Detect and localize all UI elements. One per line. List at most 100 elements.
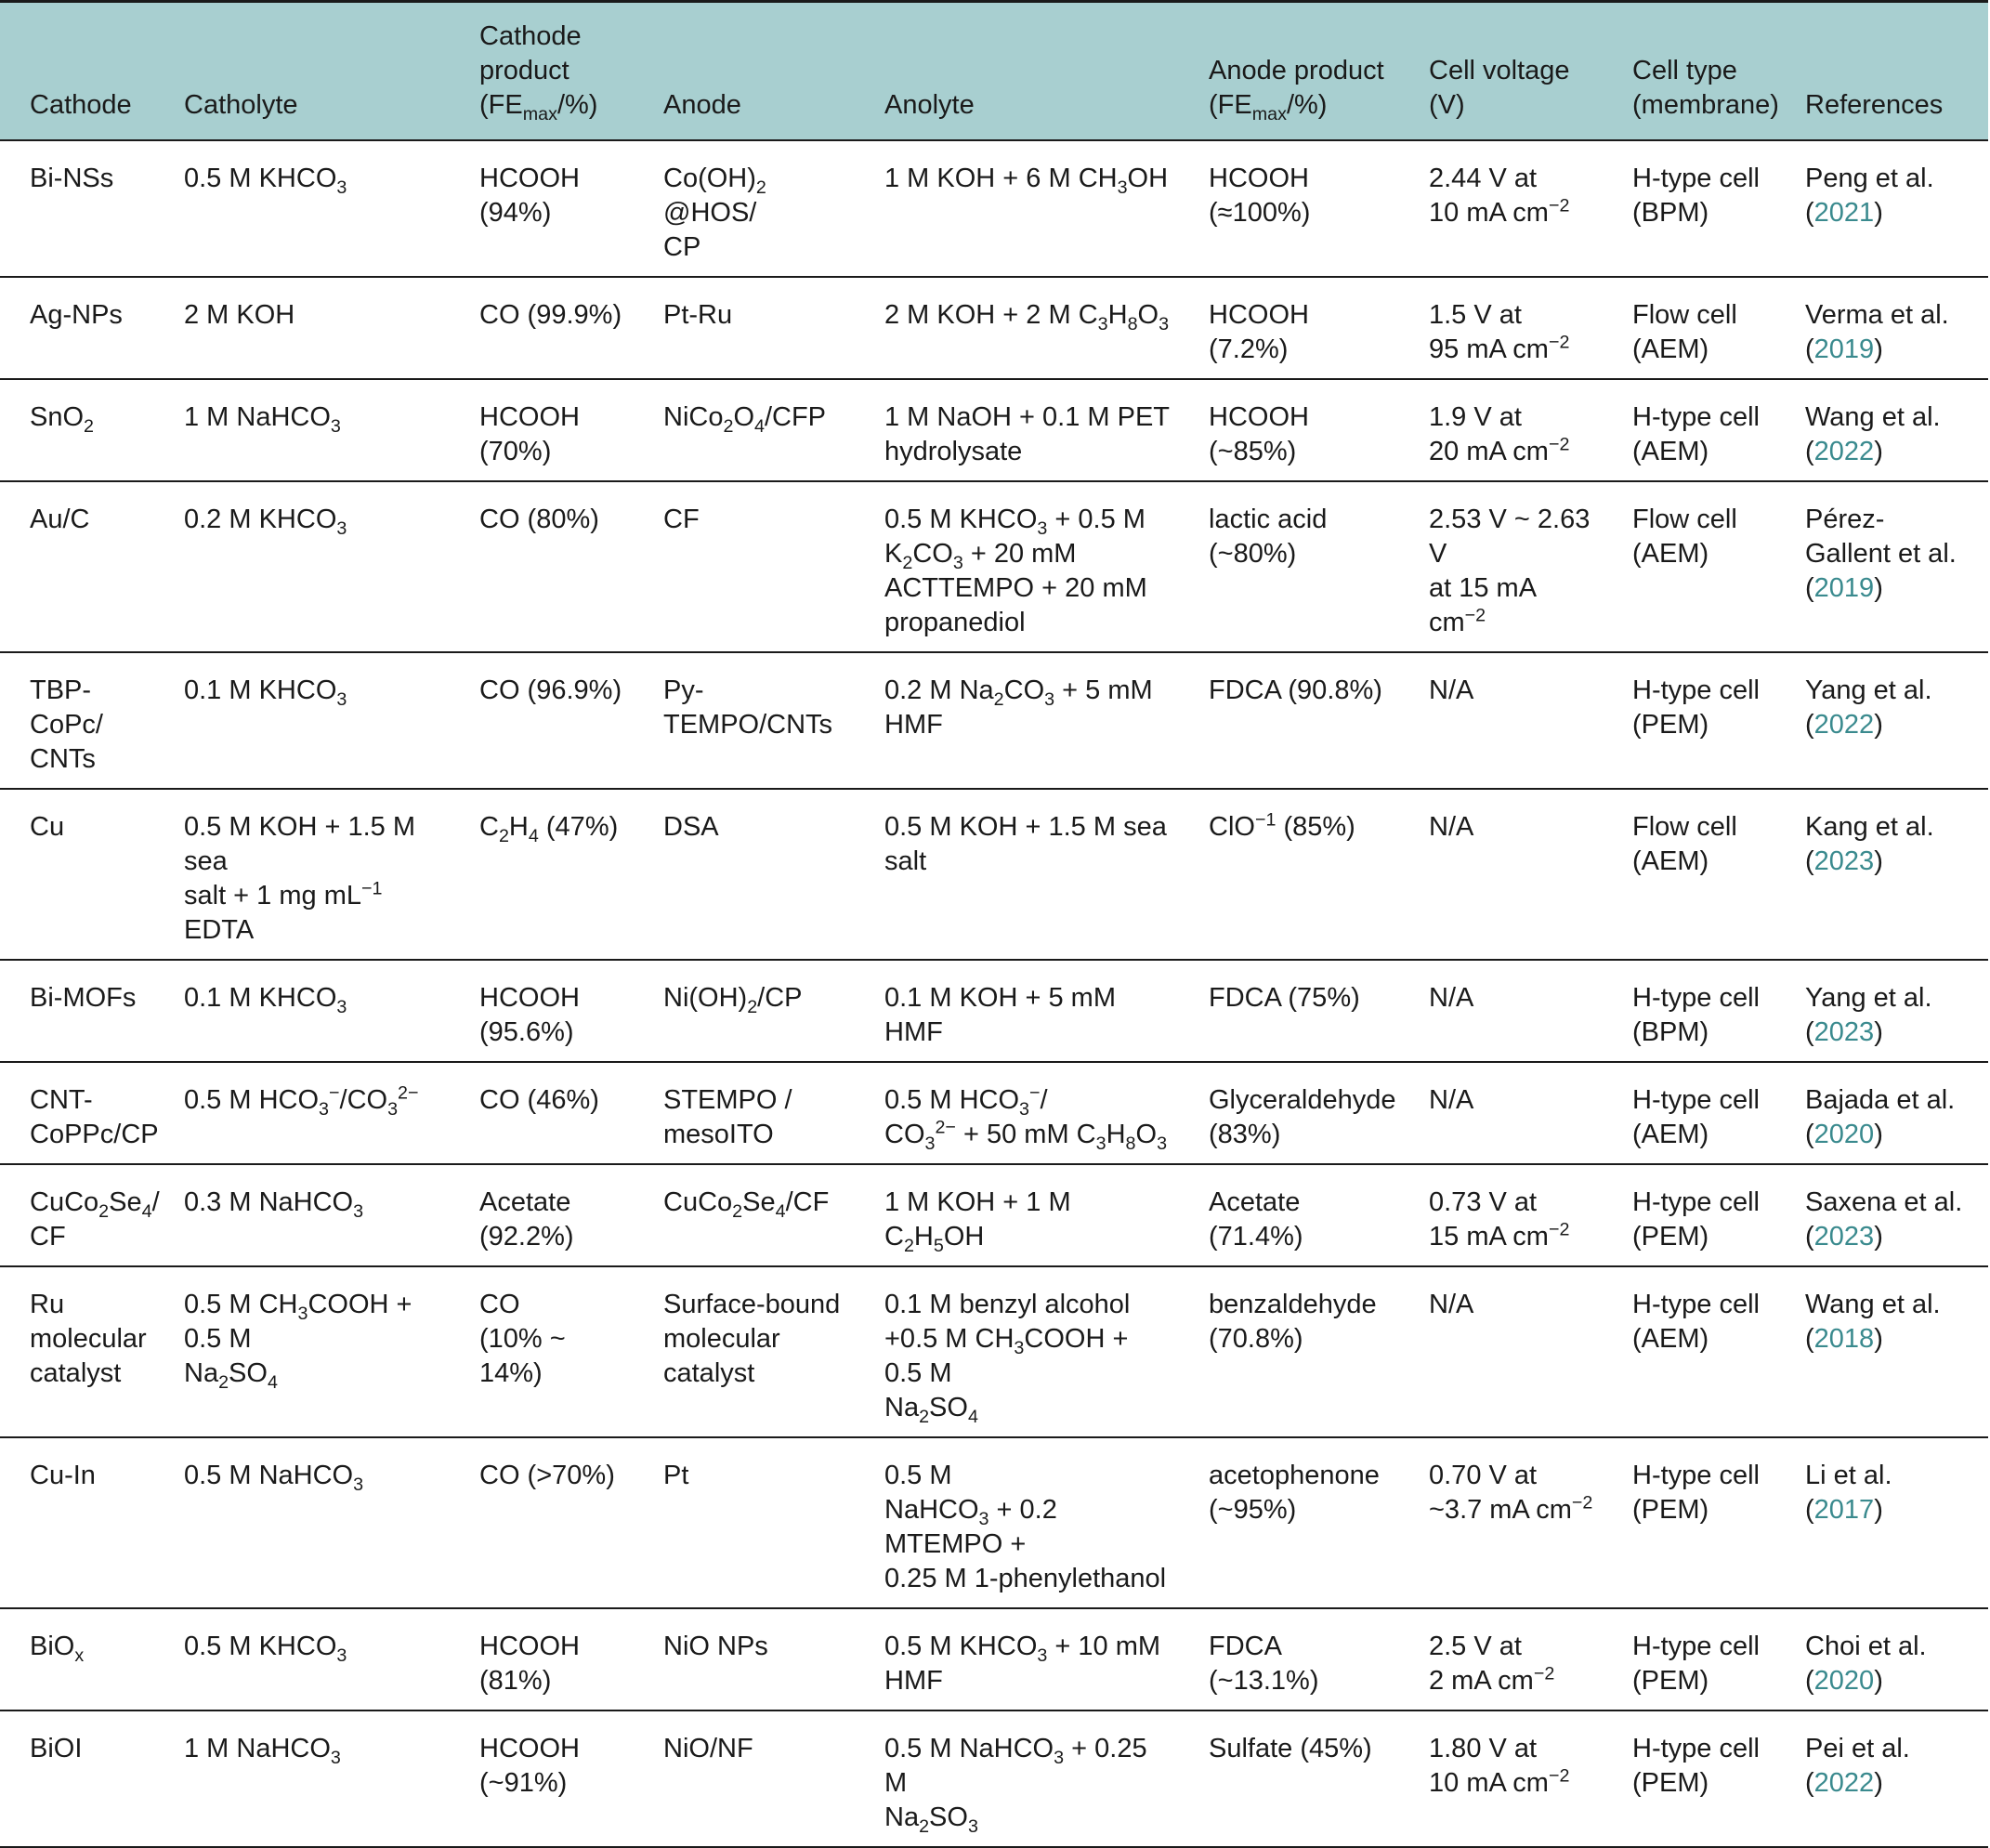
reference-author: Yang et al. xyxy=(1805,983,1932,1013)
header-anode-product-line1: Anode product xyxy=(1209,56,1384,85)
cell-anolyte: 0.5 M NaHCO3 + 0.25 M Na2SO3 xyxy=(855,1710,1179,1848)
reference-author: Pérez- Gallent et al. xyxy=(1805,505,1957,569)
cell-catholyte: 0.5 M HCO3−/CO32− xyxy=(154,1062,450,1165)
cell-cathode: Au/C xyxy=(0,481,154,653)
cell-cathode: Ru molecular catalyst xyxy=(0,1266,154,1438)
cell-anolyte: 1 M KOH + 1 M C2H5OH xyxy=(855,1164,1179,1267)
cell-catholyte: 0.5 M KHCO3 xyxy=(154,1608,450,1711)
cell-type: Flow cell (AEM) xyxy=(1603,481,1775,653)
reference-year-link[interactable]: 2022 xyxy=(1813,437,1875,466)
reference-year-link[interactable]: 2017 xyxy=(1813,1495,1875,1525)
cell-reference: Yang et al. (2023) xyxy=(1775,960,1988,1063)
table-row: TBP-CoPc/CNTs 0.1 M KHCO3 CO (96.9%) Py-TEM… xyxy=(0,652,1988,790)
header-anode-product: Anode product (FEmax/%) xyxy=(1179,0,1399,141)
header-anode-product-fe: FE xyxy=(1217,90,1252,120)
table-row: Ag-NPs 2 M KOH CO (99.9%) Pt-Ru 2 M KOH + 2 … xyxy=(0,277,1988,380)
cell-reference: Pérez- Gallent et al. (2019) xyxy=(1775,481,1988,653)
cell-catholyte: 0.3 M NaHCO3 xyxy=(154,1164,450,1267)
cell-cathode: Cu xyxy=(0,789,154,961)
cell-anode: Pt xyxy=(634,1437,855,1609)
cell-reference: Wang et al. (2022) xyxy=(1775,379,1988,482)
cell-anode: DSA xyxy=(634,789,855,961)
cell-reference: Li et al. (2017) xyxy=(1775,1437,1988,1609)
cell-cathode: BiOI xyxy=(0,1710,154,1848)
cell-type: H-type cell (BPM) xyxy=(1603,960,1775,1063)
cell-anolyte: 0.5 M KHCO3 + 0.5 M K2CO3 + 20 mM ACTTEMPO… xyxy=(855,481,1179,653)
cell-anode-product: HCOOH (≈100%) xyxy=(1179,140,1399,278)
table-row: Bi-MOFs 0.1 M KHCO3 HCOOH (95.6%) Ni(OH)2/CP… xyxy=(0,960,1988,1063)
header-cathode-product-fe: FE xyxy=(488,90,523,120)
reference-year-link[interactable]: 2023 xyxy=(1813,1017,1875,1047)
cell-reference: Verma et al. (2019) xyxy=(1775,277,1988,380)
cell-reference: Yang et al. (2022) xyxy=(1775,652,1988,790)
reference-year-link[interactable]: 2020 xyxy=(1813,1666,1875,1696)
reference-year-link[interactable]: 2023 xyxy=(1813,846,1875,876)
table-body: Bi-NSs 0.5 M KHCO3 HCOOH (94%) Co(OH)2 @HOS/… xyxy=(0,140,1988,1848)
reference-author: Pei et al. xyxy=(1805,1734,1910,1763)
header-anolyte-label: Anolyte xyxy=(884,90,975,120)
cell-anode-product: FDCA (~13.1%) xyxy=(1179,1608,1399,1711)
reference-year-link[interactable]: 2020 xyxy=(1813,1120,1875,1149)
cell-cathode-product: HCOOH (~91%) xyxy=(450,1710,634,1848)
reference-year-link[interactable]: 2023 xyxy=(1813,1222,1875,1252)
cell-cathode: SnO2 xyxy=(0,379,154,482)
cell-voltage: 1.9 V at 20 mA cm−2 xyxy=(1399,379,1603,482)
cell-reference: Wang et al. (2018) xyxy=(1775,1266,1988,1438)
cell-cathode-product: HCOOH (94%) xyxy=(450,140,634,278)
header-anode-label: Anode xyxy=(663,90,741,120)
header-catholyte-label: Catholyte xyxy=(184,90,298,120)
header-cell-voltage-label: Cell voltage (V) xyxy=(1429,56,1570,120)
cell-voltage: 2.5 V at 2 mA cm−2 xyxy=(1399,1608,1603,1711)
cell-catholyte: 0.5 M KHCO3 xyxy=(154,140,450,278)
header-anode-product-unit: /%) xyxy=(1286,90,1328,120)
cell-cathode-product: HCOOH (95.6%) xyxy=(450,960,634,1063)
cell-reference: Bajada et al. (2020) xyxy=(1775,1062,1988,1165)
header-anode: Anode xyxy=(634,0,855,141)
table-row: Cu 0.5 M KOH + 1.5 M sea salt + 1 mg mL−1 … xyxy=(0,789,1988,961)
reference-author: Verma et al. xyxy=(1805,300,1949,330)
header-cell-type: Cell type (membrane) xyxy=(1603,0,1779,141)
cell-anolyte: 1 M KOH + 6 M CH3OH xyxy=(855,140,1179,278)
cell-anode: Co(OH)2 @HOS/CP xyxy=(634,140,855,278)
reference-year-link[interactable]: 2022 xyxy=(1813,1768,1875,1798)
reference-year-link[interactable]: 2022 xyxy=(1813,710,1875,740)
reference-author: Yang et al. xyxy=(1805,675,1932,705)
cell-catholyte: 0.5 M CH3COOH + 0.5 M Na2SO4 xyxy=(154,1266,450,1438)
reference-year-link[interactable]: 2019 xyxy=(1813,334,1875,364)
reference-year-link[interactable]: 2018 xyxy=(1813,1324,1875,1354)
cell-voltage: 2.44 V at 10 mA cm−2 xyxy=(1399,140,1603,278)
cell-anode-product: HCOOH (7.2%) xyxy=(1179,277,1399,380)
table-row: CNT- CoPPc/CP 0.5 M HCO3−/CO32− CO (46%) STE… xyxy=(0,1062,1988,1165)
cell-reference: Kang et al. (2023) xyxy=(1775,789,1988,961)
cell-voltage: 0.73 V at 15 mA cm−2 xyxy=(1399,1164,1603,1267)
cell-anode: CuCo2Se4/CF xyxy=(634,1164,855,1267)
header-cell-type-line1: Cell type xyxy=(1632,56,1737,85)
header-cell-voltage: Cell voltage (V) xyxy=(1399,0,1603,141)
cell-type: H-type cell (PEM) xyxy=(1603,1608,1775,1711)
reference-year-link[interactable]: 2019 xyxy=(1813,573,1875,603)
cell-cathode-product: C2H4 (47%) xyxy=(450,789,634,961)
cell-anode: Py-TEMPO/CNTs xyxy=(634,652,855,790)
reference-author: Saxena et al. xyxy=(1805,1187,1963,1217)
cell-voltage: N/A xyxy=(1399,652,1603,790)
header-cell-type-line2: (membrane) xyxy=(1632,90,1779,120)
reference-author: Choi et al. xyxy=(1805,1632,1927,1661)
cell-type: Flow cell (AEM) xyxy=(1603,277,1775,380)
cell-reference: Saxena et al. (2023) xyxy=(1775,1164,1988,1267)
reference-author: Kang et al. xyxy=(1805,812,1934,842)
cell-anode-product: HCOOH (~85%) xyxy=(1179,379,1399,482)
table-row: SnO2 1 M NaHCO3 HCOOH (70%) NiCo2O4/CFP 1 M N… xyxy=(0,379,1988,482)
cell-cathode-product: CO (46%) xyxy=(450,1062,634,1165)
cell-type: H-type cell (AEM) xyxy=(1603,1266,1775,1438)
cell-anolyte: 0.5 M KOH + 1.5 M sea salt xyxy=(855,789,1179,961)
header-cathode-label: Cathode xyxy=(30,90,132,120)
reference-year-link[interactable]: 2021 xyxy=(1813,198,1875,228)
cell-anode-product: FDCA (90.8%) xyxy=(1179,652,1399,790)
table-row: BiOx 0.5 M KHCO3 HCOOH (81%) NiO NPs 0.5 M KH… xyxy=(0,1608,1988,1711)
cell-cathode: TBP-CoPc/CNTs xyxy=(0,652,154,790)
cell-cathode-product: CO (99.9%) xyxy=(450,277,634,380)
table-header: Cathode Catholyte Cathode product (FEmax… xyxy=(0,0,1988,141)
